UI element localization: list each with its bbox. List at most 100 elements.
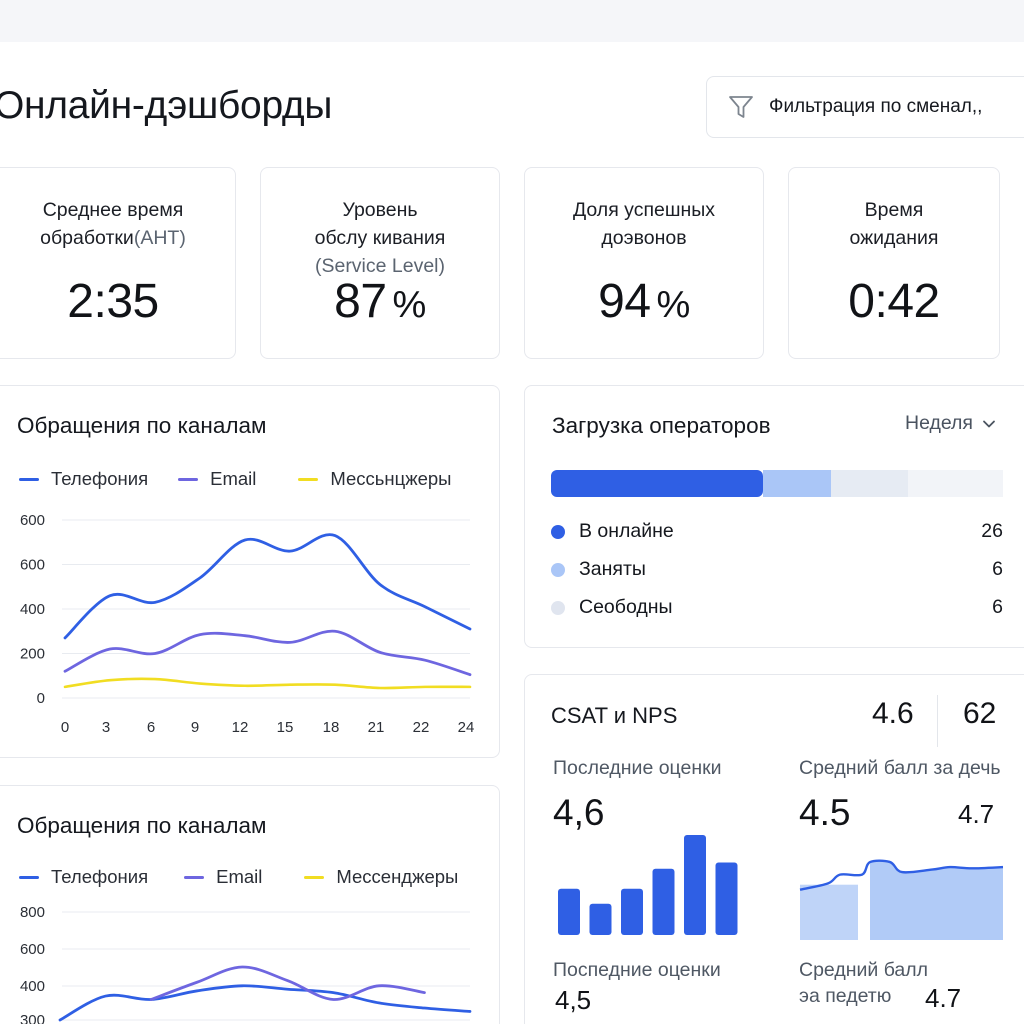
area-line	[799, 859, 1004, 891]
legend-swatch	[184, 875, 205, 879]
y-tick-label: 600	[20, 557, 45, 574]
load-segment-busy	[763, 470, 832, 497]
load-segment-rest	[908, 470, 1003, 497]
period-dropdown-label: Неделя	[904, 412, 973, 434]
chevron-down-icon	[983, 420, 995, 427]
kpi-label-line1: Уровень	[342, 199, 418, 221]
kpi-label: Уровень обслу кивания (Service Level)	[261, 196, 499, 280]
score-bar	[684, 835, 706, 935]
bottom-daily-label-1: Средний балл	[799, 959, 929, 981]
filter-icon	[729, 96, 753, 118]
nps-score: 62	[963, 697, 997, 730]
kpi-value-wait-time: 0:42	[848, 275, 940, 328]
kpi-card-aht: Среднее время обработки(AHT)	[0, 167, 236, 359]
bottom-recent-value: 4,5	[555, 985, 592, 1015]
status-label: Заняты	[579, 558, 646, 580]
x-tick-label: 22	[413, 719, 430, 736]
legend-item-messengers[interactable]: Мессенджеры	[304, 866, 458, 888]
score-bar	[589, 903, 612, 935]
chart-title: Обращения по каналам	[17, 813, 267, 838]
legend-swatch	[19, 477, 39, 481]
x-tick-label: 21	[368, 719, 385, 736]
kpi-label-line1: Доля успешных	[572, 199, 716, 221]
score-bar	[558, 888, 580, 935]
x-tick-label: 9	[191, 719, 199, 736]
load-segment-online	[551, 470, 764, 497]
series-line-email	[63, 629, 472, 677]
channels-chart-card: Обращения по каналам Телефония Email Мес…	[0, 385, 500, 758]
legend-item-email[interactable]: Email	[178, 468, 256, 490]
x-tick-label: 18	[323, 719, 340, 736]
daily-score-alt: 4.7	[958, 799, 995, 829]
kpi-label: Время ожидания	[789, 196, 999, 252]
kpi-label: Среднее время обработки(AHT)	[0, 196, 235, 252]
operator-load-card: Загрузка операторов Неделя В онлайне 26 …	[524, 385, 1024, 648]
legend-swatch	[19, 875, 39, 879]
status-row-free: Ceoбодны 6	[551, 596, 1003, 619]
status-dot	[551, 600, 565, 615]
channels-line-chart-2: 800 600 400 300	[20, 904, 472, 1024]
score-bar	[621, 888, 643, 935]
recent-scores-value: 4,6	[553, 792, 605, 833]
bottom-daily-label-2: эа педетю	[799, 985, 892, 1007]
y-tick-label: 200	[20, 646, 45, 663]
period-dropdown[interactable]: Неделя	[905, 412, 997, 435]
filter-label: Фильтрация по сменал,,	[769, 96, 983, 117]
series-line-email	[149, 965, 426, 1001]
kpi-value-service-level: 87%	[334, 275, 426, 328]
operator-load-bar	[551, 470, 1003, 497]
kpi-value-success-rate: 94%	[598, 275, 690, 328]
legend-item-telephony[interactable]: Телефония	[19, 866, 148, 888]
recent-scores-label: Последние оценки	[553, 757, 722, 779]
channels-chart-card-2: Обращения по каналам Телефония Email Мес…	[0, 785, 500, 1024]
kpi-label-line2: ожидания	[849, 227, 939, 249]
legend-item-email[interactable]: Email	[184, 866, 262, 888]
status-count: 26	[981, 520, 1003, 542]
kpi-label-line2: обработки	[40, 227, 134, 249]
csat-nps-card: CSAT и NPS 4.6 62 Последние оценки 4,6 С…	[524, 674, 1024, 1024]
kpi-label: Доля успешных доэвонов	[525, 196, 763, 252]
x-tick-label: 6	[147, 719, 155, 736]
legend-label: Мессенджеры	[336, 866, 459, 887]
legend-label: Email	[210, 468, 257, 489]
y-tick-label: 300	[20, 1012, 45, 1024]
recent-scores-bar-chart	[558, 835, 738, 935]
status-row-online: В онлайне 26	[551, 520, 1003, 543]
y-tick-label: 400	[20, 978, 45, 995]
series-line-messengers	[63, 677, 472, 690]
x-tick-label: 3	[102, 719, 110, 736]
chart-legend: Телефония Email Мессьнцжеры	[19, 468, 451, 490]
legend-label: Телефония	[51, 866, 149, 887]
load-segment-free	[831, 470, 909, 497]
chart-legend: Телефония Email Мессенджеры	[19, 866, 458, 888]
x-tick-label: 24	[458, 719, 475, 736]
shift-filter-button[interactable]: Фильтрация по сменал,,	[706, 76, 1024, 138]
legend-label: Телефония	[51, 468, 149, 489]
legend-label: Email	[216, 866, 263, 887]
bottom-daily-value: 4.7	[925, 983, 962, 1013]
legend-swatch	[178, 477, 199, 481]
kpi-card-success-rate: Доля успешных доэвонов	[524, 167, 764, 359]
kpi-label-line1: Среднее время	[42, 199, 184, 221]
score-bar	[652, 868, 675, 935]
y-tick-label: 0	[37, 690, 45, 707]
legend-item-telephony[interactable]: Телефония	[19, 468, 148, 490]
bottom-recent-label: Поспедние оценки	[553, 959, 721, 981]
legend-swatch	[304, 875, 325, 879]
x-tick-label: 12	[232, 719, 249, 736]
csat-score: 4.6	[872, 697, 914, 730]
kpi-label-muted: (AHT)	[133, 227, 186, 249]
daily-score-label: Средний балл за дечь	[799, 757, 1001, 779]
x-tick-label: 0	[61, 719, 69, 736]
status-label: В онлайне	[579, 520, 674, 542]
y-tick-label: 800	[20, 904, 45, 921]
status-label: Ceoбодны	[579, 596, 673, 618]
chart-title: Обращения по каналам	[17, 413, 267, 438]
kpi-card-wait-time: Время ожидания	[788, 167, 1000, 359]
series-line-telephony	[58, 984, 472, 1022]
legend-item-messengers[interactable]: Мессьнцжеры	[298, 468, 451, 490]
page-title: Онлайн-дэшборды	[0, 84, 333, 127]
y-tick-label: 600	[20, 512, 45, 529]
kpi-value-aht: 2:35	[67, 275, 159, 328]
operator-load-title: Загрузка операторов	[552, 413, 771, 438]
